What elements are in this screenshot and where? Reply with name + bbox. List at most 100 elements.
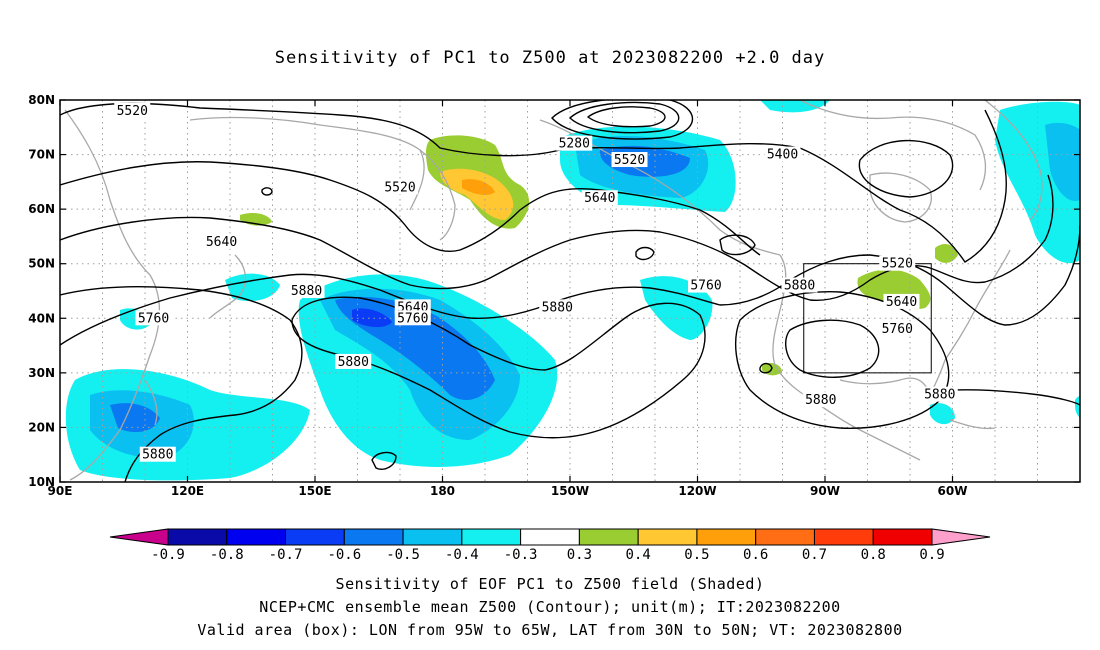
contour-label: 5640 [886,295,917,310]
coast-greenland [984,100,1043,221]
x-tick-label: 120W [678,484,716,498]
colorbar-swatch [167,528,228,546]
colorbar-label: -0.7 [269,547,303,563]
contour-5880-conus [735,291,950,429]
y-tick-label: 50N [28,257,55,271]
coast-sea-of-okhotsk [189,116,425,211]
contour-5280-ring2 [568,101,680,134]
coast-japan [209,254,247,319]
contour-label: 5880 [142,448,173,463]
contour-label: 5880 [924,388,955,403]
colorbar-swatch [343,528,404,546]
contour-small-loop-4 [759,362,773,374]
valid-area-box [803,263,932,374]
y-tick-label: 40N [28,311,55,325]
caption-line-2: NCEP+CMC ensemble mean Z500 (Contour); u… [259,598,841,616]
contour-label-bg [581,190,618,206]
x-tick-label: 90W [810,484,840,498]
contour-small-loop-1 [261,187,273,196]
contour-label-bg [203,233,240,249]
shade-pos-kamchatka-05 [462,179,495,195]
contour-label-bg [335,353,372,369]
coast-caribbean [949,419,996,430]
contour-label-bg [921,386,958,402]
contour-small-loop-3 [371,451,397,470]
colorbar-label: 0.9 [919,547,944,563]
z500-contours [60,100,1080,482]
colorbar-swatch [637,528,698,546]
contour-label: 5640 [206,235,237,250]
contour-labels: 5520 5280 5520 5400 5520 5640 5640 5520 5880 5760… [114,102,958,463]
caption-line-1: Sensitivity of EOF PC1 to Z500 field (Sh… [335,575,765,593]
colorbar-swatch [696,528,757,546]
contour-label: 5520 [117,104,148,119]
shade-neg-arctic-03 [760,100,830,113]
x-tick-label: 120E [171,484,204,498]
shade-neg-gulf-03 [930,403,955,425]
coast-east-na [944,249,1011,361]
contour-label: 5520 [614,153,645,168]
shade-neg-atlantic-04 [1045,122,1080,201]
contour-label-bg [114,102,151,118]
x-axis-ticks: 90E 120E 150E 180 150W 120W 90W 60W [48,100,968,498]
colorbar-label: -0.5 [386,547,420,563]
contour-5880-inner [784,319,880,378]
x-tick-label: 150W [551,484,589,498]
contour-5400-ring [858,139,954,198]
contour-label-bg [539,299,576,315]
colorbar-swatch [461,528,522,546]
contour-label-bg [802,392,839,408]
contour-5520-low [60,161,761,256]
contour-label: 5280 [559,137,590,152]
contour-label: 5880 [338,355,369,370]
y-axis-ticks: 10N 20N 30N 40N 50N 60N 70N 80N [28,93,1080,489]
contour-label: 5760 [690,279,721,294]
colorbar-swatch [285,528,345,546]
contour-label: 5400 [767,148,798,163]
contour-label-bg [879,255,916,271]
colorbar-label: -0.6 [327,547,361,563]
contour-label-bg [688,277,724,293]
contour-label: 5880 [805,393,836,408]
colorbar: -0.9 -0.8 -0.7 -0.6 -0.5 -0.4 -0.3 0.3 0.4 0.5 0.6… [109,528,991,563]
colorbar-swatch [872,528,933,546]
colorbar-label: 0.5 [684,547,709,563]
y-tick-label: 80N [28,93,55,107]
contour-label-bg [879,321,916,337]
contour-label: 5760 [882,322,913,337]
contour-label: 5760 [138,311,169,326]
contour-label: 5640 [584,191,615,206]
contour-5640 [60,174,1054,302]
contour-5280-ring1 [586,106,666,128]
coastlines [64,100,1043,481]
colorbar-label: -0.8 [210,547,244,563]
coast-kamchatka [419,149,456,241]
contour-label: 5760 [397,311,428,326]
y-tick-label: 10N [28,475,55,489]
shade-pos-kamchatka-04 [440,168,514,220]
colorbar-label: -0.4 [445,547,479,563]
contour-label-bg [135,310,172,326]
contour-label: 5520 [882,257,913,272]
shade-neg-japan-03 [225,273,280,302]
shade-pos-quebec-03 [935,244,958,263]
x-tick-label: 60W [938,484,968,498]
contour-label-bg [382,179,418,195]
colorbar-swatch [226,528,287,546]
valid-area-rect [803,263,932,374]
contour-5760 [60,224,1080,346]
contour-5880-west [60,286,303,482]
colorbar-label: 0.4 [626,547,651,563]
coast-east-asia [64,109,161,481]
contour-label-bg [764,146,801,162]
colorbar-label: -0.9 [151,547,185,563]
colorbar-swatch [402,528,463,546]
contour-label-bg [556,135,593,151]
x-tick-label: 90E [48,484,73,498]
sensitivity-shading [65,100,1080,481]
contour-small-loop-5 [719,234,756,256]
contour-5880-pacific-high [291,296,706,439]
x-tick-label: 180 [430,484,455,498]
contour-small-loop-2 [635,246,655,261]
